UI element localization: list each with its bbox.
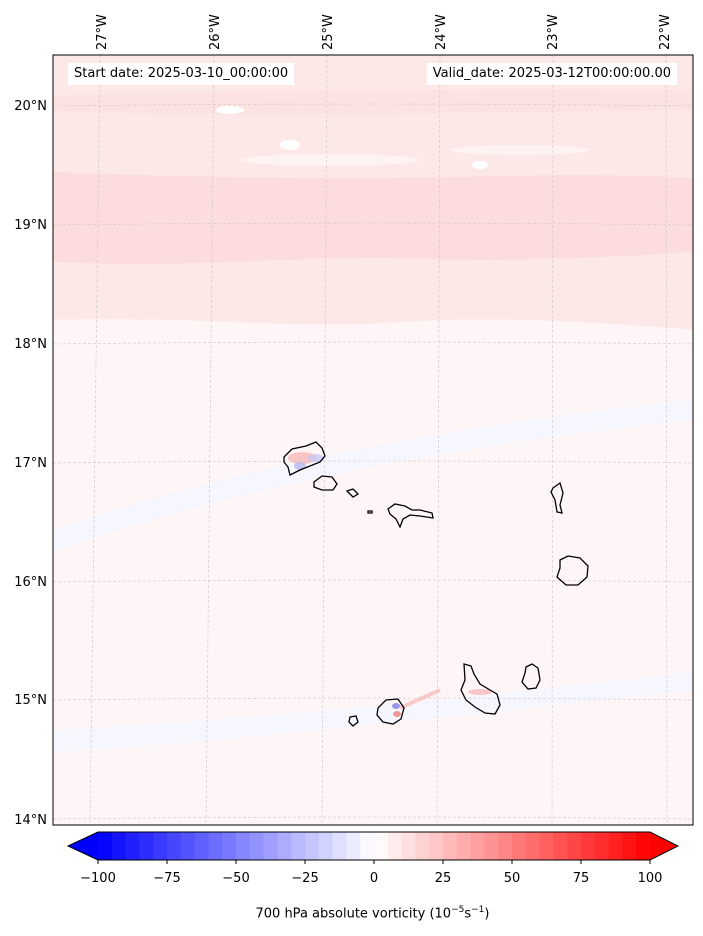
cbar-tick-label: −25 <box>291 871 318 886</box>
colorbar-segment <box>305 832 320 860</box>
lat-label-18n: 18°N <box>14 337 47 352</box>
lat-label-14n: 14°N <box>14 813 47 828</box>
colorbar-segment <box>470 832 485 860</box>
cbar-tick-label: 0 <box>370 871 378 886</box>
cbar-tick-label: −75 <box>153 871 180 886</box>
colorbar-extend-low <box>68 832 98 860</box>
colorbar-segment <box>484 832 499 860</box>
lon-label-26w: 26°W <box>208 14 223 50</box>
island-brava <box>348 715 359 727</box>
latitude-labels: 20°N 19°N 18°N 17°N 16°N 15°N 14°N <box>14 99 47 828</box>
colorbar-segment <box>139 832 154 860</box>
valid-date-label: Valid_date: 2025-03-12T00:00:00.00 <box>426 63 677 85</box>
colorbar-segment <box>387 832 402 860</box>
vorticity-field <box>53 55 693 825</box>
lat-label-15n: 15°N <box>14 693 47 708</box>
colorbar-segment <box>553 832 568 860</box>
colorbar-segment <box>222 832 237 860</box>
colorbar-segment <box>249 832 264 860</box>
colorbar-segment <box>346 832 361 860</box>
colorbar-segment <box>291 832 306 860</box>
colorbar-segment <box>318 832 333 860</box>
colorbar-ticks <box>97 860 651 864</box>
colorbar-segment <box>525 832 540 860</box>
colorbar-label-unit: s <box>464 906 472 922</box>
vorticity-band-upper <box>53 89 693 115</box>
colorbar-segment <box>374 832 389 860</box>
colorbar-segment <box>125 832 140 860</box>
colorbar-segment <box>277 832 292 860</box>
map-frame <box>52 54 694 826</box>
island-boa-vista <box>556 555 589 586</box>
colorbar-segment <box>415 832 430 860</box>
island-fogo <box>376 698 405 725</box>
lon-label-25w: 25°W <box>321 14 336 50</box>
island-sao-vicente <box>313 475 338 491</box>
lon-label-27w: 27°W <box>95 14 110 50</box>
colorbar-label: 700 hPa absolute vorticity (10−5s−1) <box>0 905 703 921</box>
lon-label-22w: 22°W <box>658 14 673 50</box>
lat-label-16n: 16°N <box>14 575 47 590</box>
colorbar-label-main: 700 hPa absolute vorticity (10 <box>255 906 452 922</box>
colorbar-segment <box>567 832 582 860</box>
coastlines <box>283 441 589 727</box>
island-sao-nicolau <box>387 503 434 529</box>
colorbar-segment <box>332 832 347 860</box>
colorbar-segment <box>636 832 651 860</box>
colorbar-segments <box>98 832 651 860</box>
longitude-labels: 27°W 26°W 25°W 24°W 23°W 22°W <box>95 14 673 50</box>
lon-label-24w: 24°W <box>434 14 449 50</box>
colorbar-label-exp1: −5 <box>451 905 465 915</box>
colorbar-segment <box>581 832 596 860</box>
island-sal <box>550 481 564 514</box>
island-raso <box>367 510 373 514</box>
colorbar-segment <box>401 832 416 860</box>
lon-label-23w: 23°W <box>546 14 561 50</box>
colorbar-segment <box>498 832 513 860</box>
colorbar-segment <box>194 832 209 860</box>
vorticity-band-negative-2 <box>53 672 693 752</box>
colorbar-segment <box>594 832 609 860</box>
colorbar-label-end: ) <box>484 906 490 922</box>
colorbar-segment <box>98 832 113 860</box>
colorbar-segment <box>153 832 168 860</box>
colorbar-tick-labels: −100 −75 −50 −25 0 25 50 75 100 <box>80 871 662 886</box>
start-date-label: Start date: 2025-03-10_00:00:00 <box>68 63 295 85</box>
cbar-tick-label: 25 <box>435 871 452 886</box>
colorbar-segment <box>180 832 195 860</box>
colorbar-segment <box>167 832 182 860</box>
island-santo-antao <box>283 441 326 476</box>
colorbar-segment <box>360 832 375 860</box>
colorbar-segment <box>512 832 527 860</box>
colorbar-segment <box>429 832 444 860</box>
colorbar-label-exp2: −1 <box>471 905 485 915</box>
colorbar-segment <box>111 832 126 860</box>
graticule <box>53 55 693 825</box>
colorbar-segment <box>622 832 637 860</box>
cbar-tick-label: −50 <box>222 871 249 886</box>
vorticity-band-strong <box>53 172 693 264</box>
island-maio <box>521 663 541 690</box>
colorbar-segment <box>208 832 223 860</box>
lat-label-17n: 17°N <box>14 456 47 471</box>
cbar-tick-label: 75 <box>573 871 590 886</box>
cbar-tick-label: 100 <box>638 871 663 886</box>
island-santa-luzia <box>345 488 360 498</box>
colorbar-segment <box>263 832 278 860</box>
cbar-tick-label: 50 <box>504 871 521 886</box>
lat-label-19n: 19°N <box>14 218 47 233</box>
cbar-tick-label: −100 <box>80 871 116 886</box>
colorbar-segment <box>456 832 471 860</box>
colorbar-segment <box>539 832 554 860</box>
vorticity-band-negative-1 <box>53 400 693 552</box>
colorbar-extend-high <box>650 832 678 860</box>
island-santiago <box>460 663 501 715</box>
lat-label-20n: 20°N <box>14 99 47 114</box>
colorbar-segment <box>236 832 251 860</box>
colorbar: −100 −75 −50 −25 0 25 50 75 100 <box>66 831 680 886</box>
colorbar-segment <box>443 832 458 860</box>
colorbar-segment <box>608 832 623 860</box>
